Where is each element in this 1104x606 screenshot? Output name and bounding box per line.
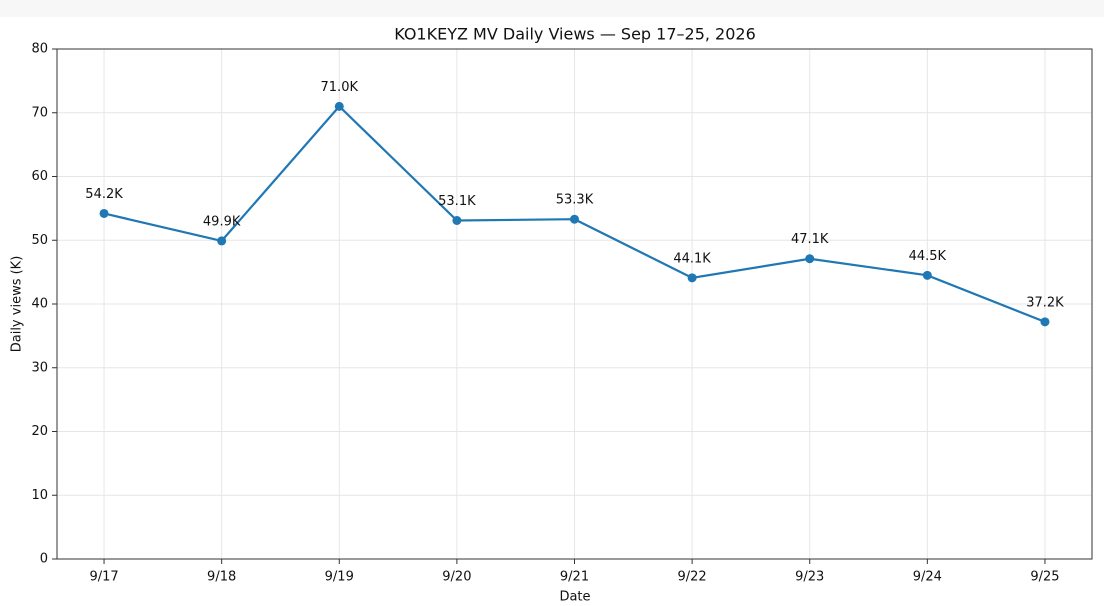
value-label: 54.2K xyxy=(85,187,123,202)
point xyxy=(1040,317,1050,327)
y-axis-label: Daily views (K) xyxy=(10,256,25,353)
point xyxy=(452,215,462,225)
top-strip xyxy=(0,0,1104,17)
x-tick-label: 9/25 xyxy=(1030,570,1059,585)
y-tick-label: 40 xyxy=(31,297,48,312)
x-tick-label: 9/18 xyxy=(207,570,236,585)
value-label: 44.1K xyxy=(673,251,711,266)
point xyxy=(570,214,579,224)
point xyxy=(922,270,932,280)
point xyxy=(334,101,344,111)
value-label: 53.1K xyxy=(438,194,476,209)
plot-frame xyxy=(56,48,1093,560)
y-tick-label: 50 xyxy=(31,233,48,248)
value-label: 47.1K xyxy=(791,232,829,247)
y-tick-label: 20 xyxy=(31,424,48,439)
value-label: 37.2K xyxy=(1026,295,1064,310)
point xyxy=(99,208,109,218)
x-tick-label: 9/22 xyxy=(678,570,707,585)
y-tick-label: 60 xyxy=(31,169,48,184)
value-label: 44.5K xyxy=(909,249,947,264)
x-tick-label: 9/20 xyxy=(442,570,471,585)
point xyxy=(687,273,697,283)
point xyxy=(805,254,815,264)
value-label: 53.3K xyxy=(556,193,594,208)
x-tick-label: 9/19 xyxy=(325,570,354,585)
y-tick-label: 10 xyxy=(31,488,48,503)
x-tick-label: 9/17 xyxy=(89,570,118,585)
chart-title: KO1KEYZ MV Daily Views — Sep 17–25, 2026 xyxy=(394,25,756,44)
x-axis-label: Date xyxy=(559,590,590,605)
y-tick-label: 0 xyxy=(40,552,48,567)
value-label: 49.9K xyxy=(203,214,241,229)
y-tick-label: 80 xyxy=(31,42,48,57)
value-label: 71.0K xyxy=(321,80,359,95)
y-tick-label: 30 xyxy=(31,360,48,375)
x-tick-label: 9/21 xyxy=(560,570,589,585)
x-tick-label: 9/23 xyxy=(795,570,824,585)
x-tick-label: 9/24 xyxy=(913,570,942,585)
point xyxy=(217,236,227,246)
y-tick-label: 70 xyxy=(31,105,48,120)
